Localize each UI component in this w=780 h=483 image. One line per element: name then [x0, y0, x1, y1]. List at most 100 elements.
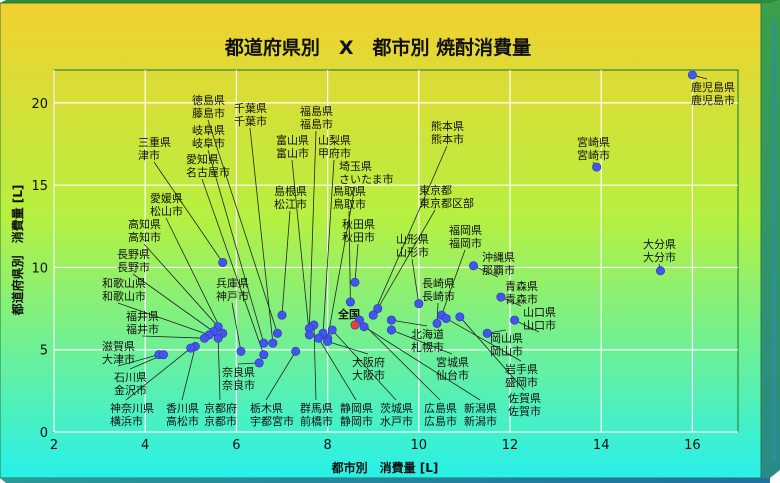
data-point — [441, 313, 451, 323]
point-label-city: 佐賀市 — [508, 404, 541, 418]
data-point — [687, 70, 697, 80]
leader-line — [231, 302, 242, 352]
leader-line — [308, 130, 317, 329]
x-tick-label: 12 — [502, 438, 519, 453]
y-tick-label: 5 — [40, 344, 48, 359]
point-label-city: 富山市 — [276, 146, 309, 160]
point-label-city: 宇都宮市 — [250, 414, 294, 428]
frame-right-accent — [772, 20, 776, 460]
point-label-city: 福岡市 — [449, 236, 482, 250]
point-label-pref: 滋賀県 — [102, 340, 135, 353]
x-tick-label: 6 — [232, 438, 240, 453]
data-point — [345, 297, 355, 307]
data-point — [455, 312, 465, 322]
point-label-pref: 三重県 — [138, 135, 171, 149]
data-point — [482, 328, 492, 338]
point-label-pref: 大分県 — [643, 237, 676, 251]
leader-line — [327, 185, 356, 339]
point-label-pref: 山形県 — [396, 233, 429, 246]
point-label-pref: 北海道 — [411, 327, 444, 341]
point-label-pref: 広島県 — [424, 401, 457, 415]
leader-line — [354, 243, 359, 283]
point-label-city: 千葉市 — [234, 114, 267, 128]
point-label-city: 大阪市 — [352, 368, 385, 382]
point-label-pref: 宮崎県 — [577, 135, 610, 149]
point-label-city: 高知市 — [128, 230, 161, 244]
point-label-city: 山形市 — [396, 245, 429, 259]
point-label-city: 藤島市 — [192, 106, 225, 120]
point-label-pref: 熊本県 — [431, 119, 464, 133]
data-point — [323, 336, 333, 346]
point-label-city: 甲府市 — [318, 146, 351, 160]
point-label-pref: 千葉県 — [234, 101, 267, 115]
point-label-city: 宮崎市 — [577, 148, 610, 162]
data-point — [432, 318, 442, 328]
point-label-city: 札幌市 — [411, 340, 444, 354]
chart-title: 都道府県別 X 都市別 焼酎消費量 — [224, 36, 531, 59]
point-label-city: さいたま市 — [339, 172, 394, 186]
point-label-city: 前橋市 — [300, 414, 333, 428]
point-label-pref: 和歌山県 — [102, 276, 146, 290]
leader-line — [372, 145, 448, 316]
point-label-pref: 新潟県 — [464, 401, 497, 415]
point-label-city: 広島市 — [424, 414, 457, 428]
point-label-pref: 愛知県 — [186, 152, 219, 166]
point-label-city: 仙台市 — [436, 368, 469, 382]
frame-top-edge — [0, 0, 780, 3]
point-label-pref: 山梨県 — [318, 133, 351, 147]
data-points — [154, 70, 697, 368]
point-label-pref: 徳島県 — [192, 93, 225, 107]
x-tick-label: 14 — [593, 438, 610, 453]
data-point — [327, 325, 337, 335]
leader-line — [207, 149, 265, 344]
point-label-pref: 全国 — [337, 307, 360, 321]
leader-line — [217, 338, 221, 401]
frame-right-edge — [761, 0, 780, 478]
data-point — [386, 315, 396, 325]
point-label-city: 東京都区部 — [419, 196, 474, 210]
data-point — [373, 304, 383, 314]
point-label-city: 福島市 — [300, 117, 333, 131]
data-point — [359, 322, 369, 332]
point-label-city: 那覇市 — [482, 263, 515, 277]
point-label-city: 金沢市 — [114, 383, 147, 397]
leader-line — [281, 210, 291, 316]
y-tick-label: 15 — [31, 179, 48, 194]
x-tick-label: 16 — [684, 438, 701, 453]
point-label-city: 名古屋市 — [186, 165, 230, 179]
leader-line — [363, 326, 481, 401]
data-point — [291, 346, 301, 356]
data-point — [592, 162, 602, 172]
point-label-pref: 福岡県 — [449, 223, 482, 237]
data-point — [655, 266, 665, 276]
point-label-city: 新潟市 — [464, 414, 497, 428]
point-label-city: 松山市 — [150, 204, 183, 218]
point-label-pref: 岩手県 — [505, 362, 538, 376]
leader-line — [459, 316, 525, 391]
frame-bottom-edge — [0, 478, 770, 483]
data-point — [510, 315, 520, 325]
point-label-pref: 京都府 — [204, 401, 237, 415]
leader-line — [445, 318, 522, 362]
leader-line — [117, 354, 159, 367]
data-point — [469, 261, 479, 271]
point-label-pref: 香川県 — [166, 402, 199, 415]
point-label-city: 津市 — [138, 148, 160, 162]
x-tick-label: 2 — [50, 438, 58, 453]
data-point — [496, 292, 506, 302]
data-point — [386, 325, 396, 335]
leader-line — [391, 329, 453, 355]
point-label-pref: 長野県 — [117, 248, 150, 261]
data-point — [268, 338, 278, 348]
point-label-city: 長崎市 — [422, 289, 455, 303]
point-label-city: 松江市 — [274, 197, 307, 211]
point-label-city: 大津市 — [102, 352, 135, 366]
point-label-pref: 高知県 — [128, 217, 161, 231]
point-label-pref: 愛媛県 — [150, 191, 183, 205]
point-label-pref: 青森県 — [505, 279, 538, 293]
point-label-pref: 神奈川県 — [110, 401, 154, 415]
leader-line — [132, 273, 214, 332]
point-label-city: 京都市 — [204, 414, 237, 428]
